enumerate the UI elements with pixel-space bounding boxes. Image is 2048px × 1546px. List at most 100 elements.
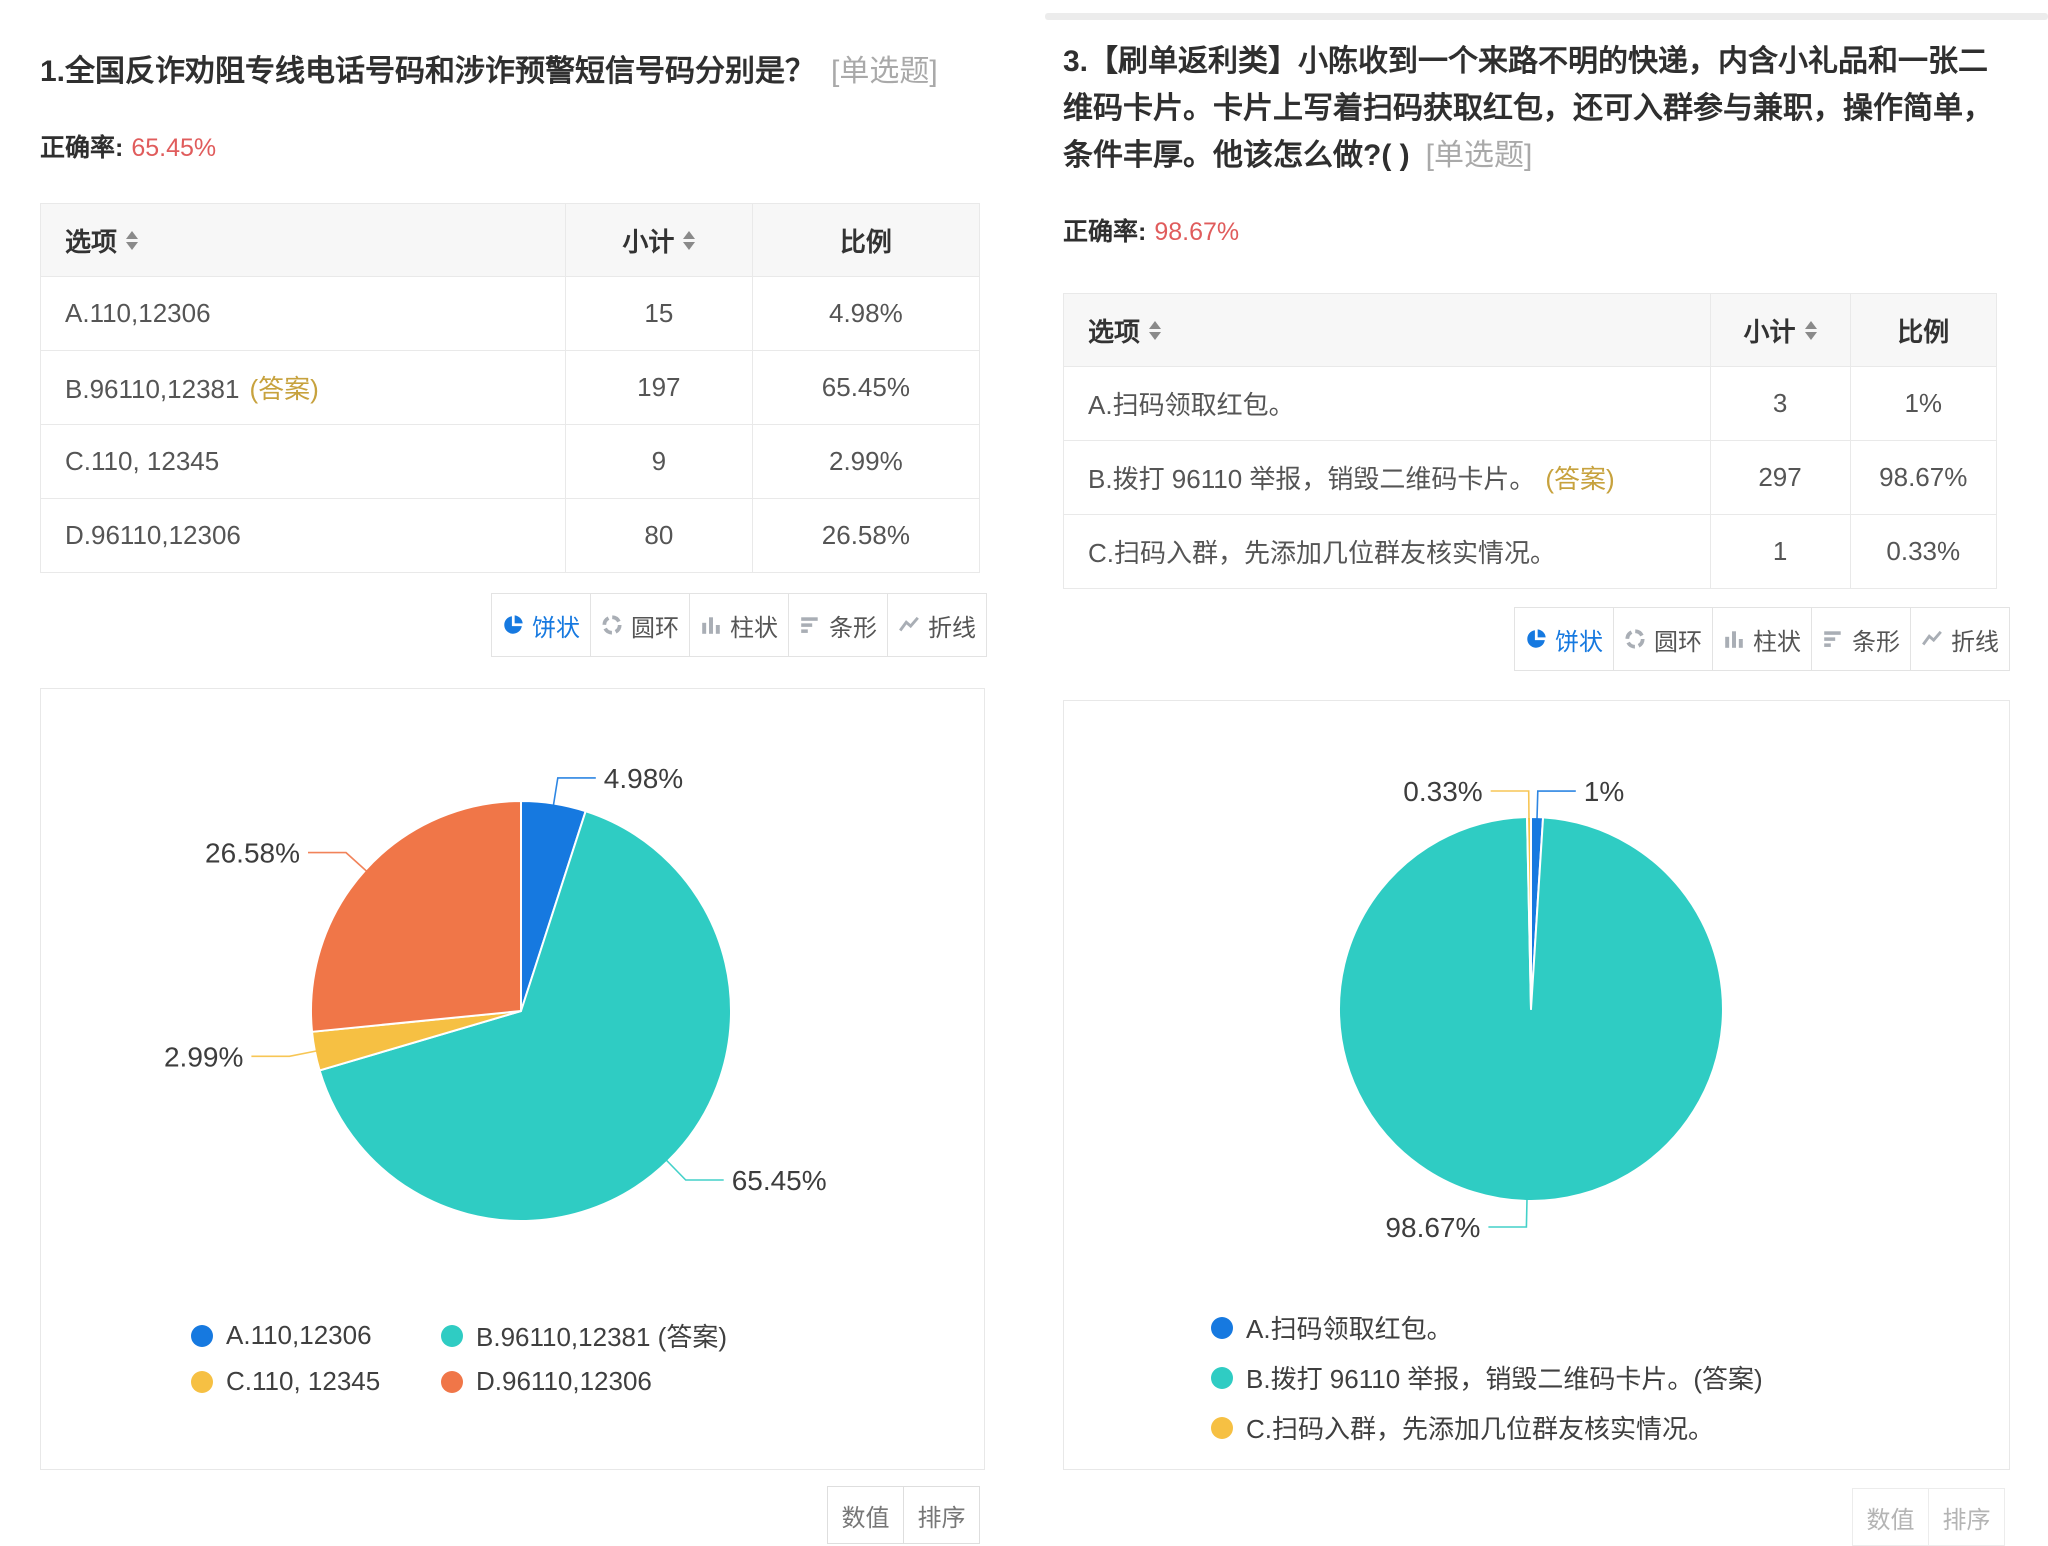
question-title-text: 3.【刷单返利类】小陈收到一个来路不明的快递，内含小礼品和一张二维码卡片。卡片上… (1063, 45, 1993, 172)
sort-view-button[interactable]: 排序 (903, 1486, 980, 1544)
numeric-view-button[interactable]: 数值 (1852, 1488, 1929, 1546)
value-sort-buttons: 数值 排序 (827, 1486, 980, 1544)
option-cell: B.拨打 96110 举报，销毁二维码卡片。 (答案) (1063, 440, 1711, 515)
accuracy-row: 正确率: 98.67% (1063, 212, 1239, 248)
legend-color-dot (1211, 1416, 1233, 1439)
label-leader-line (665, 1159, 724, 1181)
table-header-row: 选项 小计 比例 (1063, 293, 1998, 367)
legend-item[interactable]: A.扫码领取红包。 (1211, 1309, 1763, 1346)
accuracy-label: 正确率: (1063, 218, 1147, 246)
chart-type-bar-chart-button[interactable]: 条形 (788, 593, 888, 657)
chart-type-donut-chart-button[interactable]: 圆环 (590, 593, 690, 657)
chart-type-label: 柱状 (1753, 628, 1801, 656)
table-row: B.拨打 96110 举报，销毁二维码卡片。 (答案) 297 98.67% (1063, 440, 1998, 515)
label-leader-line (1488, 1198, 1528, 1228)
chart-legend: A.扫码领取红包。 B.拨打 96110 举报，销毁二维码卡片。(答案) C.扫码入… (1211, 1309, 1763, 1446)
option-cell: A.110,12306 (40, 276, 566, 351)
chart-legend: A.110,12306 B.96110,12381 (答案) C.110, 1234… (191, 1317, 727, 1397)
numeric-view-button[interactable]: 数值 (827, 1486, 904, 1544)
table-row: A.扫码领取红包。 3 1% (1063, 366, 1998, 441)
chart-type-line-chart-button[interactable]: 折线 (887, 593, 987, 657)
answer-tag: (答案) (1545, 464, 1615, 494)
column-header-ratio: 比例 (1849, 293, 1998, 367)
column-chart-icon (700, 614, 722, 636)
legend-color-dot (1211, 1316, 1233, 1339)
count-cell: 197 (564, 350, 753, 425)
column-header-inner: 小计 (1744, 312, 1817, 349)
column-header-option[interactable]: 选项 (40, 203, 566, 277)
column-header-ratio: 比例 (751, 203, 981, 277)
column-header-label: 小计 (622, 226, 675, 257)
sort-asc-icon (126, 230, 139, 239)
column-chart-icon (1723, 628, 1745, 650)
value-sort-buttons: 数值 排序 (1852, 1488, 2005, 1546)
pie-percentage-label: 0.33% (1403, 776, 1482, 807)
table-row: B.96110,12381 (答案) 197 65.45% (40, 350, 981, 425)
legend-color-dot (191, 1370, 213, 1393)
chart-type-donut-chart-button[interactable]: 圆环 (1613, 607, 1713, 671)
option-text: D.96110,12306 (65, 520, 241, 550)
column-header-count[interactable]: 小计 (564, 203, 753, 277)
chart-type-bar-chart-button[interactable]: 条形 (1811, 607, 1911, 671)
chart-type-column-chart-button[interactable]: 柱状 (689, 593, 789, 657)
ratio-cell: 4.98% (751, 276, 981, 351)
table-row: D.96110,12306 80 26.58% (40, 498, 981, 573)
legend-item[interactable]: C.110, 12345 (191, 1366, 441, 1397)
pie-percentage-label: 26.58% (205, 838, 300, 869)
count-cell: 80 (564, 498, 753, 573)
sort-desc-icon (683, 241, 696, 250)
sort-icon (1149, 320, 1162, 340)
legend-label: A.扫码领取红包。 (1246, 1314, 1453, 1344)
column-header-option[interactable]: 选项 (1063, 293, 1711, 367)
question-title: 3.【刷单返利类】小陈收到一个来路不明的快递，内含小礼品和一张二维码卡片。卡片上… (1063, 38, 2010, 179)
accuracy-label: 正确率: (40, 134, 124, 162)
sort-view-button[interactable]: 排序 (1928, 1488, 2005, 1546)
chart-type-label: 折线 (1951, 628, 1999, 656)
bar-chart-icon (1822, 628, 1844, 650)
column-header-label: 比例 (1897, 316, 1950, 347)
chart-type-pie-chart-button[interactable]: 饼状 (1514, 607, 1614, 671)
legend-item[interactable]: C.扫码入群，先添加几位群友核实情况。 (1211, 1409, 1763, 1446)
legend-item[interactable]: B.拨打 96110 举报，销毁二维码卡片。(答案) (1211, 1359, 1763, 1396)
ratio-cell: 98.67% (1849, 440, 1998, 515)
legend-color-dot (1211, 1366, 1233, 1389)
chart-type-label: 饼状 (1555, 628, 1603, 656)
chart-type-line-chart-button[interactable]: 折线 (1910, 607, 2010, 671)
sort-icon (126, 230, 139, 250)
option-text: A.扫码领取红包。 (1088, 390, 1295, 420)
table-header-row: 选项 小计 比例 (40, 203, 981, 277)
bar-chart-icon (799, 614, 821, 636)
sort-icon (1804, 320, 1817, 340)
chart-type-toggle-group: 饼状 圆环 柱状 条形 折线 (1514, 607, 2010, 671)
question-type-tag: [单选题] (1425, 139, 1533, 172)
chart-type-pie-chart-button[interactable]: 饼状 (491, 593, 591, 657)
option-cell: D.96110,12306 (40, 498, 566, 573)
label-leader-line (1536, 790, 1576, 820)
option-cell: C.扫码入群，先添加几位群友核实情况。 (1063, 514, 1711, 589)
label-leader-line (552, 777, 596, 806)
column-header-inner: 选项 (65, 222, 139, 259)
chart-type-column-chart-button[interactable]: 柱状 (1712, 607, 1812, 671)
ratio-cell: 65.45% (751, 350, 981, 425)
column-header-label: 选项 (65, 226, 118, 257)
legend-item[interactable]: B.96110,12381 (答案) (441, 1317, 727, 1354)
legend-label: D.96110,12306 (476, 1366, 652, 1396)
legend-color-dot (191, 1324, 213, 1347)
count-cell: 297 (1709, 440, 1851, 515)
legend-item[interactable]: D.96110,12306 (441, 1366, 727, 1397)
results-table: 选项 小计 比例 A.110,12306 15 4.98% B.96110,12381 (答案… (40, 203, 981, 573)
divider-strip (1045, 13, 2048, 20)
chart-type-label: 折线 (928, 614, 976, 642)
sort-desc-icon (126, 241, 139, 250)
column-header-count[interactable]: 小计 (1709, 293, 1851, 367)
legend-item[interactable]: A.110,12306 (191, 1317, 441, 1354)
option-text: B.拨打 96110 举报，销毁二维码卡片。 (1088, 464, 1536, 494)
chart-type-label: 圆环 (1654, 628, 1702, 656)
pie-chart: 1% 98.67% 0.33% (1337, 776, 1724, 1243)
pie-slice[interactable] (310, 800, 522, 1033)
question-title: 1.全国反诈劝阻专线电话号码和涉诈预警短信号码分别是？ [单选题] (40, 48, 1000, 95)
option-text: B.96110,12381 (65, 374, 240, 404)
sort-desc-icon (1149, 331, 1162, 340)
sort-desc-icon (1804, 331, 1817, 340)
table-row: C.扫码入群，先添加几位群友核实情况。 1 0.33% (1063, 514, 1998, 589)
